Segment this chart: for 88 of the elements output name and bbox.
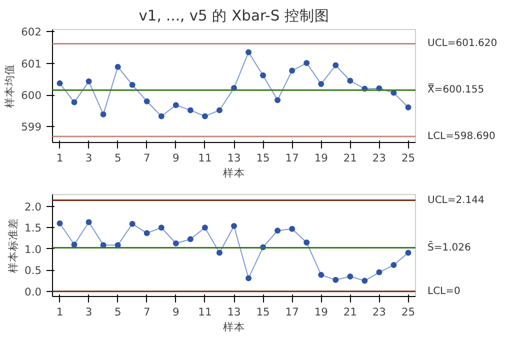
x-tick-label: 9 <box>172 306 180 318</box>
point <box>216 250 222 256</box>
point <box>289 68 296 74</box>
y-axis-title: 样本均值 <box>3 64 16 108</box>
ref-line-label: S̄=1.026 <box>428 240 471 254</box>
point <box>129 82 136 88</box>
y-tick-label: 2.0 <box>24 200 42 214</box>
point <box>246 49 252 56</box>
point <box>376 269 382 276</box>
point <box>246 275 252 282</box>
x-tick-label: 5 <box>114 306 122 318</box>
x-axis-title: 样本 <box>223 166 245 180</box>
x-tick-label: 7 <box>143 152 150 164</box>
x-tick-label: 25 <box>401 306 416 318</box>
x-tick-label: 1 <box>56 152 64 164</box>
y-tick-label: 0.0 <box>24 285 42 298</box>
point <box>56 80 63 86</box>
point <box>332 276 339 283</box>
x-tick-label: 7 <box>143 306 150 318</box>
point <box>172 102 179 108</box>
x-tick-label: 15 <box>256 306 270 318</box>
x-tick-label: 9 <box>172 152 180 164</box>
point <box>71 99 78 106</box>
point <box>347 78 354 84</box>
point <box>260 72 266 78</box>
chart-title: v1, ..., v5 的 Xbar-S 控制图 <box>138 8 330 24</box>
x-tick-label: 3 <box>85 152 92 164</box>
point <box>144 230 150 236</box>
y-tick-label: 1.0 <box>24 242 42 256</box>
point <box>172 240 179 246</box>
x-tick-label: 17 <box>285 306 299 318</box>
ref-line-label: LCL=598.690 <box>428 130 496 142</box>
point <box>158 224 164 231</box>
x-tick-label: 21 <box>343 152 357 164</box>
x-tick-label: 23 <box>372 306 386 318</box>
point <box>390 262 397 268</box>
point <box>318 80 324 87</box>
x-tick-label: 15 <box>256 152 270 164</box>
x-tick-label: 17 <box>285 152 299 164</box>
point <box>274 97 281 104</box>
y-tick-label: 0.5 <box>24 264 42 278</box>
point <box>347 274 354 280</box>
point <box>231 222 237 229</box>
point <box>56 220 63 226</box>
x-tick-label: 13 <box>227 152 241 164</box>
point <box>158 113 164 120</box>
point <box>202 113 208 120</box>
y-tick-label: 600 <box>21 89 42 102</box>
x-tick-label: 13 <box>227 306 241 318</box>
ref-line-label: LCL=0 <box>428 286 460 297</box>
point <box>100 111 106 118</box>
ref-line-label: UCL=2.144 <box>428 194 484 206</box>
point <box>86 219 92 226</box>
point <box>187 107 194 114</box>
x-tick-label: 19 <box>314 306 328 318</box>
x-tick-label: 1 <box>56 306 64 318</box>
y-tick-label: 1.5 <box>24 222 42 235</box>
y-tick-label: 599 <box>21 120 42 134</box>
x-tick-label: 3 <box>85 306 92 318</box>
point <box>144 98 150 104</box>
point <box>114 64 121 70</box>
point <box>318 272 324 278</box>
y-tick-label: 602 <box>21 26 42 39</box>
point <box>289 226 296 232</box>
x-tick-label: 11 <box>198 152 212 164</box>
point <box>129 220 136 227</box>
point <box>86 78 92 84</box>
point <box>405 250 412 256</box>
x-tick-label: 5 <box>114 152 122 164</box>
point <box>362 278 368 284</box>
ref-line-label: UCL=601.620 <box>428 38 498 50</box>
x-tick-label: 25 <box>401 152 416 164</box>
point <box>274 228 281 234</box>
x-tick-label: 21 <box>343 306 357 318</box>
point <box>405 104 412 110</box>
y-tick-label: 601 <box>21 57 42 70</box>
point <box>332 62 339 68</box>
x-tick-label: 11 <box>198 306 212 318</box>
ref-line-label: X̿=600.155 <box>428 82 484 96</box>
point <box>304 240 310 246</box>
x-tick-label: 19 <box>314 152 328 164</box>
point <box>202 224 208 231</box>
point <box>187 236 194 242</box>
point <box>216 107 222 114</box>
point <box>304 60 310 66</box>
x-axis-title: 样本 <box>223 320 245 334</box>
y-axis-title: 样本标准差 <box>6 218 20 273</box>
x-tick-label: 23 <box>372 152 386 164</box>
